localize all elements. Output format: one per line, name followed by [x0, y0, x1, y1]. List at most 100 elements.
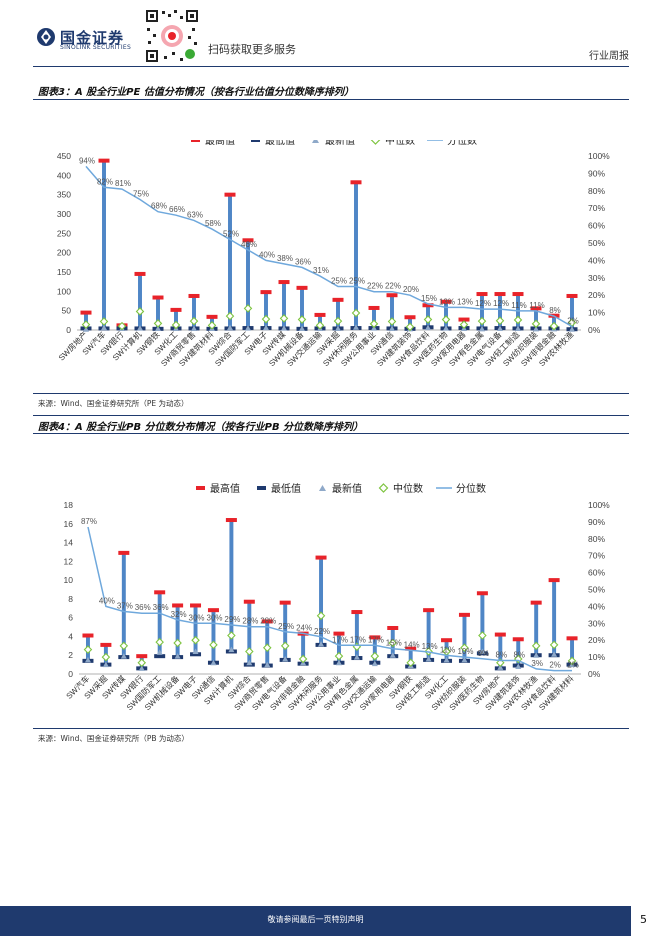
y2-tick-label: 10% — [588, 652, 605, 662]
range-bar — [229, 520, 234, 652]
high-marker — [530, 600, 542, 605]
median-marker — [387, 317, 397, 326]
latest-marker — [389, 652, 396, 658]
high-marker — [458, 612, 470, 617]
percentile-line — [85, 165, 573, 328]
high-marker — [188, 293, 200, 298]
latest-marker — [263, 324, 269, 331]
latest-marker — [551, 651, 558, 657]
range-bar — [192, 295, 196, 329]
y-tick-label: 6 — [68, 613, 73, 623]
range-bar — [102, 160, 106, 329]
median-marker — [207, 321, 217, 330]
latest-marker — [318, 640, 325, 647]
qr-code-icon[interactable] — [144, 8, 200, 64]
median-marker — [153, 319, 163, 328]
median-marker — [101, 652, 111, 662]
median-marker — [243, 304, 253, 313]
range-bar — [211, 610, 216, 663]
footer-disclaimer[interactable]: 敬请参阅最后一页特别声明 — [267, 915, 364, 924]
median-marker — [441, 315, 451, 324]
y-tick-label: 18 — [64, 500, 74, 510]
range-bar — [264, 292, 268, 329]
median-marker — [549, 640, 559, 650]
y2-tick-label: 80% — [588, 186, 605, 196]
high-marker — [494, 292, 506, 297]
median-marker — [513, 654, 523, 664]
percentile-data-label: 66% — [169, 205, 185, 214]
percentile-data-label: 13% — [422, 642, 438, 651]
percentile-data-label: 8% — [513, 650, 525, 659]
percentile-data-label: 14% — [404, 640, 420, 649]
percentile-data-label: 94% — [79, 156, 95, 165]
latest-marker — [174, 653, 181, 659]
high-marker — [351, 610, 363, 615]
range-bar — [534, 308, 538, 329]
legend-median-marker — [378, 483, 389, 493]
median-marker — [567, 656, 577, 666]
latest-marker — [425, 324, 431, 331]
latest-marker — [210, 659, 217, 666]
range-bar — [138, 273, 142, 329]
latest-marker — [497, 664, 504, 670]
percentile-data-label: 81% — [115, 179, 131, 188]
median-marker — [173, 638, 182, 648]
high-marker — [476, 292, 488, 297]
legend-low-marker — [251, 140, 260, 142]
footer-bar — [0, 906, 631, 936]
median-marker — [513, 315, 523, 325]
median-marker — [406, 658, 415, 668]
latest-marker — [137, 325, 143, 331]
median-marker — [189, 316, 199, 326]
latest-marker — [282, 655, 289, 662]
y2-tick-label: 0% — [588, 669, 601, 679]
y2-tick-label: 100% — [588, 500, 610, 510]
high-marker — [242, 238, 254, 243]
figure4-source: 来源：Wind、国金证券研究所（PB 为动态） — [38, 734, 189, 743]
y-tick-label: 400 — [57, 170, 71, 180]
y-tick-label: 12 — [64, 556, 74, 566]
percentile-data-label: 40% — [259, 250, 275, 259]
range-bar — [354, 612, 359, 659]
median-marker — [351, 308, 361, 318]
legend-label: 最高值 — [210, 482, 240, 495]
high-marker — [136, 654, 148, 659]
percentile-line — [87, 526, 572, 672]
median-marker — [423, 315, 433, 324]
median-marker — [531, 319, 541, 329]
range-bar — [336, 299, 340, 329]
chart-legend: 最高值 最低值 最新值 中位数 分位数 — [191, 140, 477, 147]
high-marker — [423, 608, 435, 613]
legend-latest-marker — [319, 485, 326, 491]
latest-marker — [425, 655, 432, 662]
median-marker — [370, 651, 380, 661]
percentile-data-label: 13% — [439, 297, 455, 306]
high-marker — [404, 315, 416, 320]
high-marker — [314, 312, 326, 317]
median-marker — [333, 316, 343, 326]
percentile-data-label: 37% — [117, 601, 133, 610]
high-marker — [548, 578, 560, 583]
legend-low-marker — [257, 486, 266, 490]
high-marker — [368, 305, 380, 310]
percentile-data-label: 22% — [314, 627, 330, 636]
median-marker — [352, 642, 362, 652]
y2-tick-label: 30% — [588, 618, 605, 628]
percentile-data-label: 11% — [529, 301, 544, 310]
high-marker — [566, 636, 578, 641]
range-bar — [534, 602, 539, 656]
median-marker — [279, 314, 289, 323]
y2-tick-label: 10% — [588, 308, 605, 318]
qr-label: 扫码获取更多服务 — [208, 43, 296, 56]
high-marker — [422, 303, 434, 308]
legend-label: 分位数 — [447, 140, 477, 147]
high-marker — [369, 635, 381, 640]
percentile-data-label: 38% — [277, 254, 293, 263]
median-marker — [478, 631, 487, 640]
y-tick-label: 350 — [57, 190, 71, 200]
y2-tick-label: 90% — [588, 517, 605, 527]
page-number: 5 — [640, 913, 647, 926]
figure3-bottom-rule — [33, 393, 629, 394]
median-marker — [262, 643, 272, 652]
logo-en: SINOLINK SECURITIES — [60, 44, 132, 51]
